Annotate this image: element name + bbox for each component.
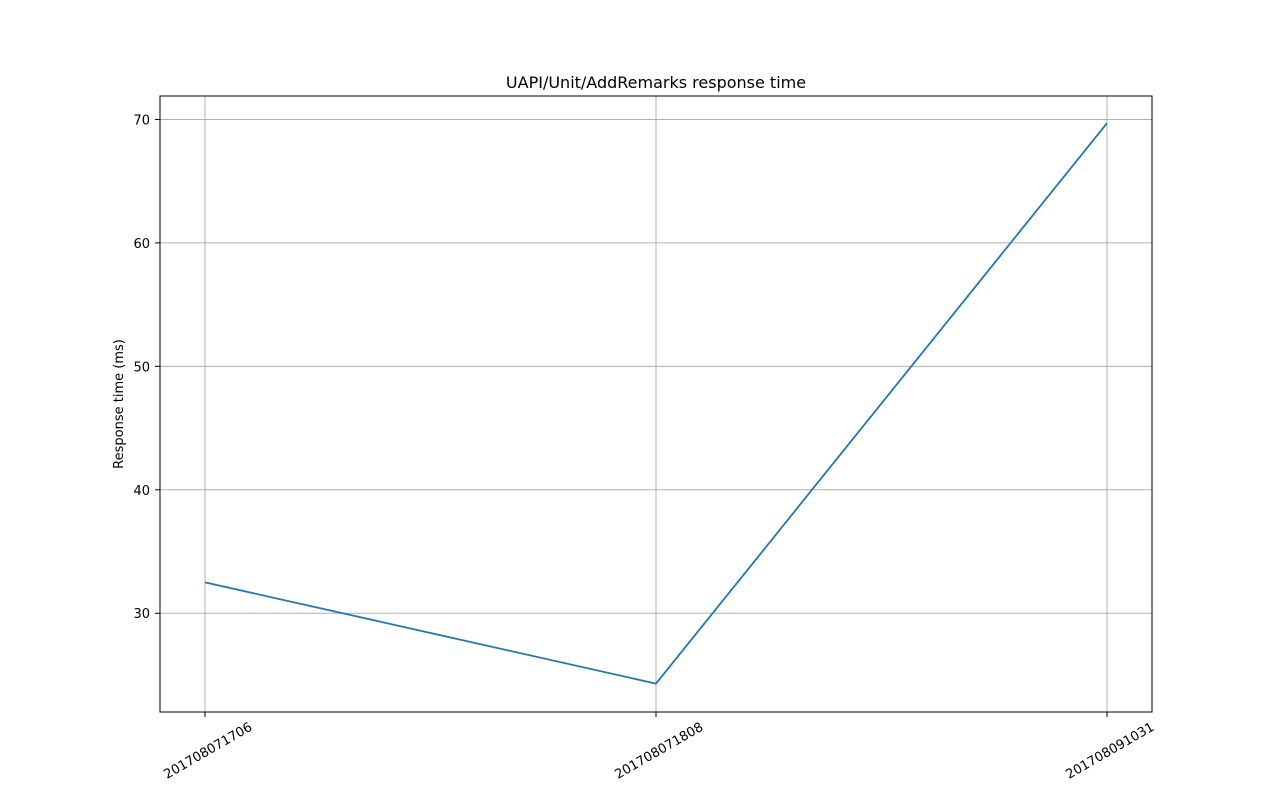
y-axis-label: Response time (ms) xyxy=(112,339,127,469)
series-lines xyxy=(204,122,1108,685)
chart-title: UAPI/Unit/AddRemarks response time xyxy=(506,73,806,92)
y-tick-label: 50 xyxy=(133,360,150,375)
y-tick-label: 40 xyxy=(133,484,150,499)
y-tick-label: 60 xyxy=(133,237,150,252)
series-line xyxy=(204,122,1108,685)
y-tick-label: 70 xyxy=(133,113,150,128)
y-tick-label: 30 xyxy=(133,607,150,622)
grid-lines xyxy=(160,96,1152,712)
